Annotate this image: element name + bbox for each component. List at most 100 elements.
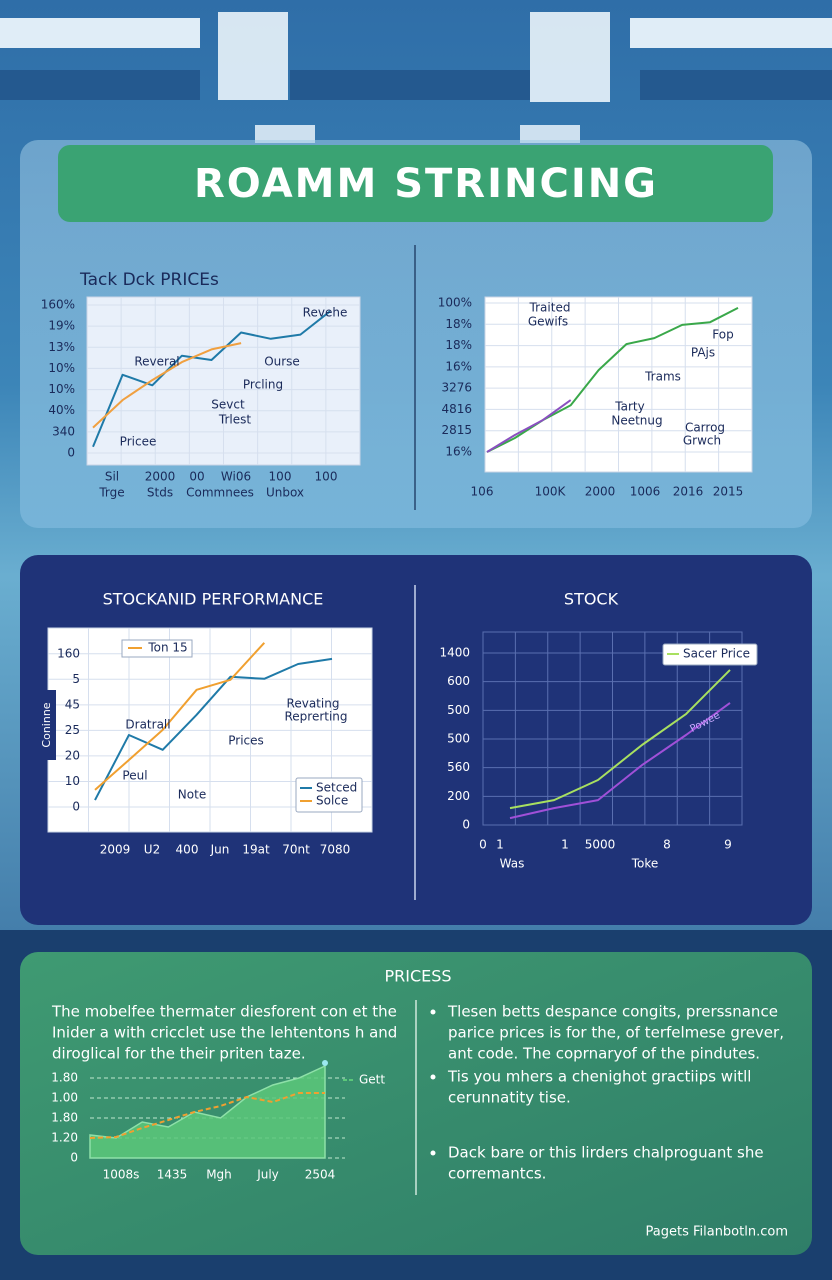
x-tick-label: 2504: [305, 1168, 336, 1182]
annotation: Reprerting: [284, 710, 347, 724]
x-tick-label: Stds: [147, 486, 173, 500]
x-tick-label: 70nt: [282, 843, 310, 857]
y-tick-label: 1.80: [51, 1071, 78, 1085]
x-tick-label: Was: [500, 857, 525, 871]
annotation: Revating: [287, 697, 340, 711]
x-tick-label: Mgh: [206, 1168, 232, 1182]
series-line: [509, 702, 731, 820]
annotation: Dratrall: [125, 718, 170, 732]
annotation: PAjs: [691, 346, 715, 360]
legend-label: Gett: [359, 1073, 385, 1087]
y-tick-label: 340: [52, 424, 75, 438]
y-tick-label: 560: [447, 760, 470, 774]
y-tick-label: 500: [447, 703, 470, 717]
annotation: Fop: [712, 328, 733, 342]
y-tick-label: 18%: [445, 317, 472, 331]
x-tick-label: 00: [189, 470, 204, 484]
x-tick-label: 106: [471, 485, 494, 499]
annotation: Prices: [228, 734, 264, 748]
paragraph-line: Inider a with cricclet use the lehtenton…: [52, 1024, 397, 1042]
annotation: Neetnug: [611, 414, 662, 428]
annotation: Gewifs: [528, 315, 568, 329]
annotation: Trams: [644, 370, 681, 384]
section-heading: STOCKANID PERFORMANCE: [103, 590, 324, 609]
annotation: Reveral: [134, 355, 179, 369]
y-tick-label: 160%: [41, 298, 75, 312]
section-heading: PRICESS: [384, 967, 451, 986]
y-tick-label: 16%: [445, 359, 472, 373]
x-tick-label: 1: [561, 838, 569, 852]
chart: 16% 2815 4816 3276 16% 18% 18% 100% 106 100K 2000 1…: [438, 296, 753, 499]
x-tick-label: Jun: [210, 843, 230, 857]
series-line: [94, 642, 266, 791]
y-tick-label: 200: [447, 789, 470, 803]
chart: Tack Dck PRICEs 0 340 40% 10% 10% 13% 19% 160% Si…: [41, 270, 361, 500]
legend-label: Setced: [316, 781, 357, 795]
y-tick-label: 10%: [48, 361, 75, 375]
y-tick-label: 160: [57, 646, 80, 660]
x-tick-label: 2000: [585, 485, 616, 499]
y-tick-label: 0: [67, 446, 75, 460]
annotation: Prcling: [243, 378, 283, 392]
y-tick-label: 13%: [48, 340, 75, 354]
annotation: Traited: [529, 301, 571, 315]
annotation: Note: [178, 788, 206, 802]
x-tick-label: 2016: [673, 485, 704, 499]
bullet-line: Dack bare or this lirders chalproguant s…: [448, 1144, 764, 1162]
legend-box: [295, 777, 363, 813]
y-tick-label: 1.80: [51, 1111, 78, 1125]
y-tick-label: 10%: [48, 382, 75, 396]
x-tick-label: 1008s: [103, 1168, 140, 1182]
x-tick-label: 5000: [585, 838, 616, 852]
series-line: [92, 310, 331, 448]
x-tick-label: 2000: [145, 470, 176, 484]
y-tick-label: 16%: [445, 445, 472, 459]
bullet-dot: [430, 1074, 436, 1080]
y-tick-label: 0: [70, 1151, 78, 1165]
annotation: Trlest: [218, 413, 251, 427]
y-label-tab: [38, 690, 56, 760]
y-tick-label: 10: [65, 774, 80, 788]
x-tick-label: 2009: [100, 843, 131, 857]
annotation: Carrog: [685, 421, 725, 435]
ceiling-lights: [0, 12, 832, 143]
bullet-line: Tis you mhers a chenighot gractiips witl…: [447, 1068, 751, 1086]
legend-label: Solce: [316, 794, 348, 808]
annotation: Tarty: [614, 400, 644, 414]
y-tick-label: 40%: [48, 403, 75, 417]
bullet-line: ant code. The coprnaryof of the pindutes…: [448, 1045, 760, 1063]
series-line: [509, 669, 731, 810]
y-tick-label: 500: [447, 732, 470, 746]
chart-title: Tack Dck PRICEs: [79, 270, 219, 290]
x-tick-label: 19at: [242, 843, 270, 857]
y-tick-label: 5: [72, 672, 80, 686]
x-tick-label: Sil: [105, 470, 119, 484]
annotation: Peul: [122, 769, 147, 783]
bullet-dot: [430, 1150, 436, 1156]
annotation: Ton 15: [147, 641, 187, 655]
section-heading: STOCK: [564, 590, 619, 609]
end-point: [322, 1060, 328, 1066]
series-line: [94, 657, 333, 801]
x-tick-label: 1435: [157, 1168, 188, 1182]
annotation: Revehe: [303, 306, 348, 320]
x-tick-label: July: [256, 1168, 279, 1182]
title: ROAMM STRINCING: [194, 161, 658, 207]
y-tick-label: 45: [65, 697, 80, 711]
y-tick-label: 1400: [439, 646, 470, 660]
y-tick-label: 18%: [445, 338, 472, 352]
series-line: [89, 1092, 325, 1139]
x-tick-label: 1006: [630, 485, 661, 499]
x-tick-label: 100: [269, 470, 292, 484]
bullet-line: corremantcs.: [448, 1165, 546, 1183]
y-tick-label: 2815: [441, 423, 472, 437]
legend-box: [121, 639, 193, 658]
paragraph-line: diroglical for the their priten taze.: [52, 1045, 306, 1063]
x-tick-label: 0: [479, 838, 487, 852]
x-tick-label: 8: [663, 838, 671, 852]
y-tick-label: 1.00: [51, 1091, 78, 1105]
chart: 0 1.20 1.80 1.00 1.80 1008s 1435 Mgh July 2504 Get…: [51, 1060, 385, 1182]
bullet-line: cerunnatity tise.: [448, 1089, 571, 1107]
x-tick-label: 400: [176, 843, 199, 857]
y-tick-label: 0: [72, 800, 80, 814]
